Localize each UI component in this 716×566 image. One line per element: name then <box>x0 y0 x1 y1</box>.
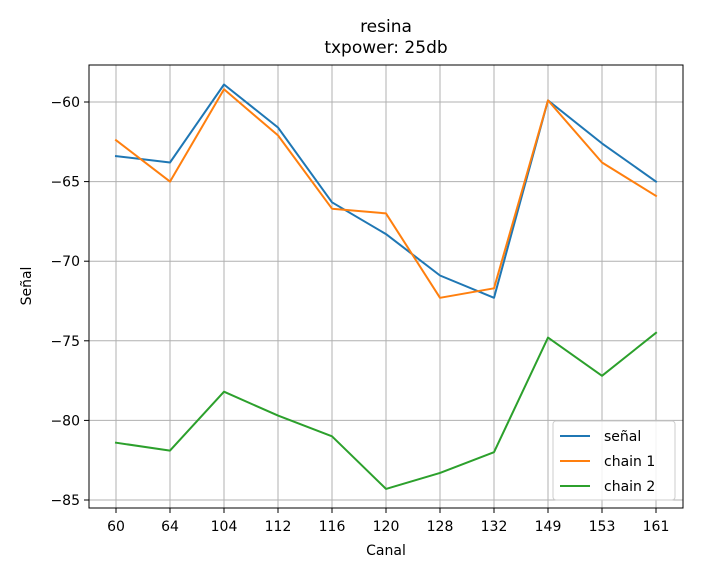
legend-label-3: chain 2 <box>604 479 655 495</box>
y-axis-label: Señal <box>19 267 35 306</box>
legend: señal chain 1 chain 2 <box>552 420 676 501</box>
x-tick-label: 153 <box>589 519 616 535</box>
x-tick-label: 60 <box>107 519 125 535</box>
y-axis-ticks: −85 −80 −75 −70 −65 −60 <box>50 95 89 509</box>
plot-area-frame <box>88 64 684 509</box>
series-lines <box>114 83 658 490</box>
series-line-1 <box>114 83 658 299</box>
chart-subtitle: txpower: 25db <box>324 38 447 58</box>
y-tick-label: −80 <box>50 413 80 429</box>
x-tick-label: 132 <box>481 519 508 535</box>
x-tick-label: 120 <box>373 519 400 535</box>
x-tick-label: 149 <box>535 519 562 535</box>
x-tick-label: 128 <box>427 519 454 535</box>
legend-label-2: chain 1 <box>604 454 655 470</box>
chart-title: resina <box>360 17 412 37</box>
x-axis-label: Canal <box>366 543 406 559</box>
x-axis-ticks: 60 64 104 112 116 120 128 132 149 153 161 <box>107 508 669 535</box>
x-tick-label: 104 <box>211 519 238 535</box>
series-line-3 <box>114 331 658 490</box>
y-tick-label: −60 <box>50 95 80 111</box>
x-tick-label: 112 <box>265 519 292 535</box>
x-tick-label: 161 <box>643 519 670 535</box>
y-tick-label: −65 <box>50 175 80 191</box>
y-tick-label: −85 <box>50 493 80 509</box>
x-tick-label: 116 <box>319 519 346 535</box>
y-tick-label: −75 <box>50 334 80 350</box>
x-tick-label: 64 <box>161 519 179 535</box>
grid <box>89 65 683 508</box>
legend-label-1: señal <box>604 429 641 445</box>
y-tick-label: −70 <box>50 254 80 270</box>
legend-box <box>552 420 676 501</box>
series-line-2 <box>114 88 658 299</box>
